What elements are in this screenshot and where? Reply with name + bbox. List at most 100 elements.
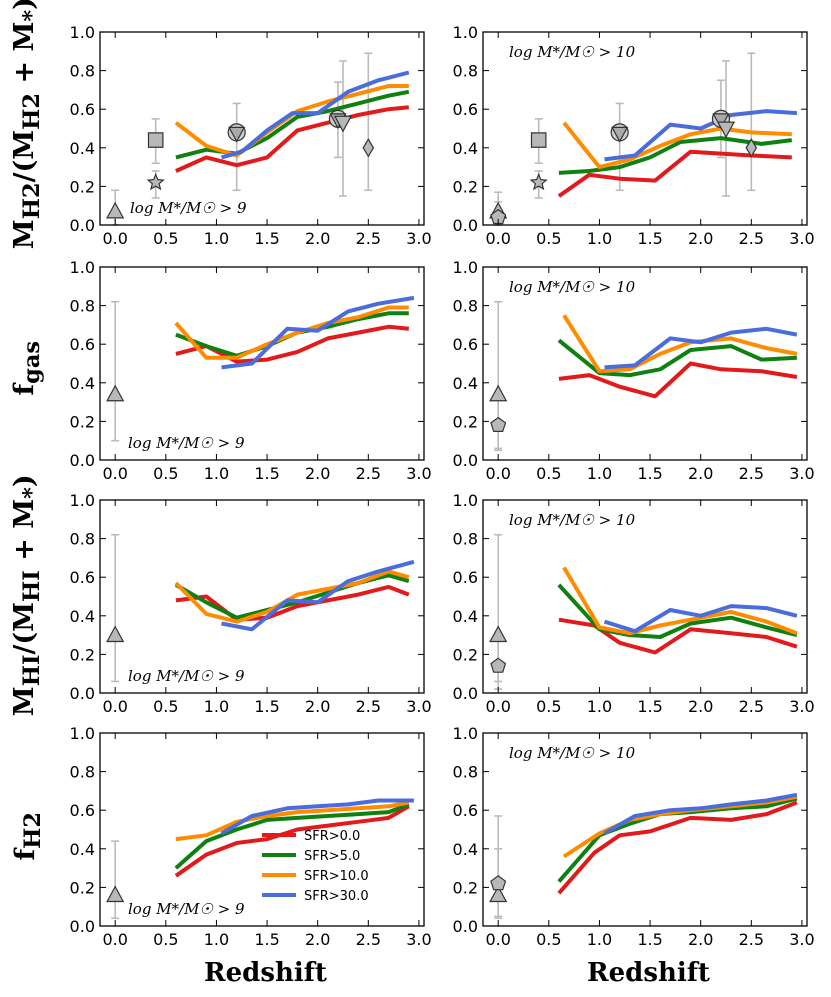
series-line-sfr5.0 — [174, 802, 410, 870]
y-tick-label: 0.4 — [453, 607, 478, 626]
y-tick-label: 0.6 — [70, 801, 95, 820]
y-tick-label: 0.0 — [453, 917, 478, 936]
y-tick-label: 1.0 — [453, 491, 478, 510]
y-tick-label: 0.2 — [70, 645, 95, 664]
y-tick-label: 0.6 — [453, 801, 478, 820]
x-tick-label: 0.0 — [485, 697, 510, 716]
y-tick-label: 0.0 — [70, 684, 95, 703]
y-tick-label: 0.0 — [70, 216, 95, 235]
ylabel-row2: fgas — [8, 340, 46, 396]
y-tick-label: 1.0 — [70, 258, 95, 277]
y-tick-label: 1.0 — [70, 491, 95, 510]
x-tick-label: 0.5 — [153, 229, 178, 248]
series-line-sfr5.0 — [558, 136, 793, 175]
y-tick-label: 0.4 — [453, 840, 478, 859]
y-tick-label: 0.0 — [453, 216, 478, 235]
legend: SFR>0.0 SFR>5.0 SFR>10.0 SFR>30.0 — [262, 829, 369, 904]
x-tick-label: 1.5 — [637, 697, 662, 716]
x-tick-label: 2.0 — [305, 464, 330, 483]
y-tick-label: 0.6 — [453, 100, 478, 119]
series-line-sfr30.0 — [604, 109, 798, 162]
obs-marker-pentagon — [490, 657, 507, 673]
x-tick-label: 0.0 — [485, 930, 510, 949]
series-line-sfr0.0 — [558, 361, 798, 399]
x-tick-label: 2.0 — [305, 697, 330, 716]
series-line-sfr10.0 — [562, 314, 798, 374]
y-tick-label: 0.2 — [70, 878, 95, 897]
legend-label: SFR>10.0 — [304, 869, 369, 884]
y-tick-label: 0.2 — [453, 645, 478, 664]
x-tick-label: 2.5 — [356, 464, 381, 483]
series-line-sfr10.0 — [174, 569, 410, 624]
x-tick-label: 2.0 — [305, 229, 330, 248]
obs-marker-triangle-down — [716, 121, 736, 139]
x-tick-label: 2.5 — [356, 697, 381, 716]
x-tick-label: 2.0 — [688, 464, 713, 483]
y-tick-label: 0.2 — [453, 177, 478, 196]
y-tick-label: 0.2 — [453, 878, 478, 897]
x-tick-label: 2.0 — [688, 229, 713, 248]
panel-row2-right: 0.0 0.5 1.0 1.5 2.0 2.5 3.0 0.0 0.2 0.4 0.6 0.8 1.0 l… — [453, 258, 815, 483]
y-tick-label: 0.2 — [70, 177, 95, 196]
x-tick-label: 2.0 — [305, 930, 330, 949]
x-tick-label: 3.0 — [789, 464, 814, 483]
panel-frame — [482, 266, 808, 461]
obs-marker-triangle — [712, 113, 730, 130]
y-tick-label: 0.6 — [453, 568, 478, 587]
x-tick-label: 1.5 — [254, 930, 279, 949]
xlabel-right: Redshift — [587, 958, 710, 988]
obs-marker-triangle — [228, 126, 246, 143]
x-tick-label: 1.5 — [637, 930, 662, 949]
obs-marker-triangle-up — [489, 384, 508, 402]
series-line-sfr30.0 — [220, 70, 410, 160]
x-tick-label: 2.5 — [739, 464, 764, 483]
ylabel-row4: fH2 — [9, 811, 47, 861]
obs-marker-triangle-up — [106, 885, 125, 903]
x-tick-label: 0.0 — [102, 229, 127, 248]
x-tick-label: 0.5 — [536, 464, 561, 483]
ylabel-row1: MH2/(MH2 + M*) — [8, 0, 46, 250]
obs-marker-triangle-up — [489, 885, 508, 903]
x-tick-label: 1.0 — [204, 229, 229, 248]
x-tick-label: 3.0 — [789, 930, 814, 949]
panel-annotation: log M*/M☉ > 10 — [509, 278, 636, 296]
x-tick-label: 1.0 — [587, 464, 612, 483]
y-tick-label: 0.4 — [70, 139, 95, 158]
x-tick-label: 0.0 — [485, 464, 510, 483]
y-tick-label: 0.4 — [453, 139, 478, 158]
x-tick-label: 3.0 — [789, 229, 814, 248]
panel-row4-right: 0.0 0.5 1.0 1.5 2.0 2.5 3.0 0.0 0.2 0.4 0.6 0.8 1.0 l… — [453, 724, 815, 949]
y-tick-label: 0.4 — [70, 607, 95, 626]
series-line-sfr5.0 — [557, 338, 798, 378]
x-tick-label: 2.5 — [739, 229, 764, 248]
panel-frame — [482, 31, 808, 226]
x-tick-label: 2.5 — [356, 930, 381, 949]
x-tick-label: 0.5 — [536, 229, 561, 248]
obs-marker-triangle-up — [106, 384, 125, 402]
series-line-sfr30.0 — [603, 604, 798, 634]
x-tick-label: 0.0 — [485, 229, 510, 248]
panel-frame — [99, 266, 425, 461]
panel-row4-left: 0.0 0.5 1.0 1.5 2.0 2.5 3.0 0.0 0.2 0.4 0.6 0.8 1.0 l… — [70, 724, 432, 949]
x-tick-label: 1.5 — [637, 464, 662, 483]
x-tick-label: 3.0 — [406, 229, 431, 248]
obs-marker-triangle-up — [106, 201, 125, 219]
y-tick-label: 1.0 — [70, 23, 95, 42]
series-line-sfr30.0 — [221, 295, 415, 370]
series-line-sfr30.0 — [220, 798, 414, 836]
panel-frame — [99, 732, 425, 927]
obs-marker-square — [147, 132, 164, 148]
legend-label: SFR>0.0 — [304, 829, 360, 844]
x-tick-label: 3.0 — [406, 697, 431, 716]
x-tick-label: 1.5 — [254, 697, 279, 716]
y-tick-label: 0.8 — [453, 62, 478, 81]
x-tick-label: 2.0 — [688, 930, 713, 949]
obs-marker-square — [530, 132, 547, 148]
obs-marker-star — [529, 172, 548, 191]
obs-marker-pentagon — [490, 416, 507, 432]
obs-marker-diamond — [362, 138, 375, 158]
panel-annotation: log M*/M☉ > 10 — [509, 744, 636, 762]
series-line-sfr0.0 — [557, 800, 798, 895]
x-tick-label: 1.0 — [204, 697, 229, 716]
